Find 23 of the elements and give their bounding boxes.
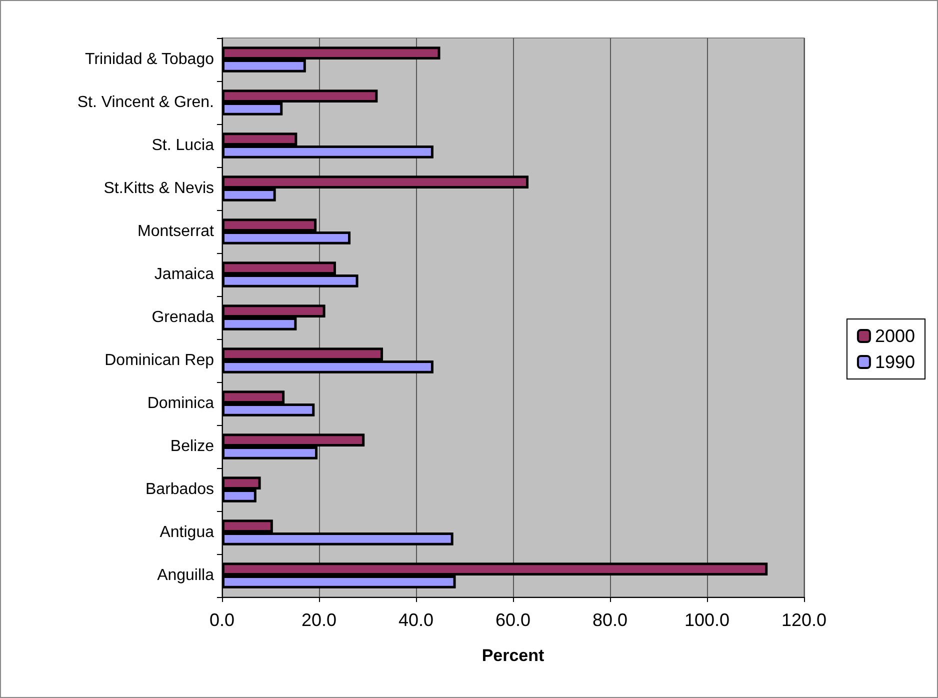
legend-label: 1990 [874,352,916,372]
y-tick-label: Trinidad & Tobago [85,51,214,68]
y-tick-label: St. Vincent & Gren. [77,94,214,111]
x-tick-label: 120.0 [781,610,827,630]
y-tick-label: Antigua [160,524,214,541]
y-tick-label: Montserrat [138,223,215,240]
y-tick-label: Jamaica [154,266,214,283]
y-tick-label: Grenada [152,309,214,326]
y-tick-label: Anguilla [157,567,214,584]
y-tick-label: Dominica [147,395,214,412]
x-tick-label: 80.0 [592,610,628,630]
x-tick-label: 0.0 [209,610,235,630]
x-tick-label: 20.0 [301,610,337,630]
y-tick-label: Barbados [146,481,214,498]
x-tick-label: 40.0 [398,610,434,630]
x-tick-label: 100.0 [684,610,730,630]
y-tick-label: Dominican Rep [104,352,214,369]
legend-label: 2000 [874,326,916,346]
y-tick-label: St.Kitts & Nevis [104,180,214,197]
y-tick-label: Belize [170,438,214,455]
x-tick-label: 60.0 [495,610,531,630]
x-axis-title: Percent [482,646,545,665]
y-tick-label: St. Lucia [152,137,214,154]
